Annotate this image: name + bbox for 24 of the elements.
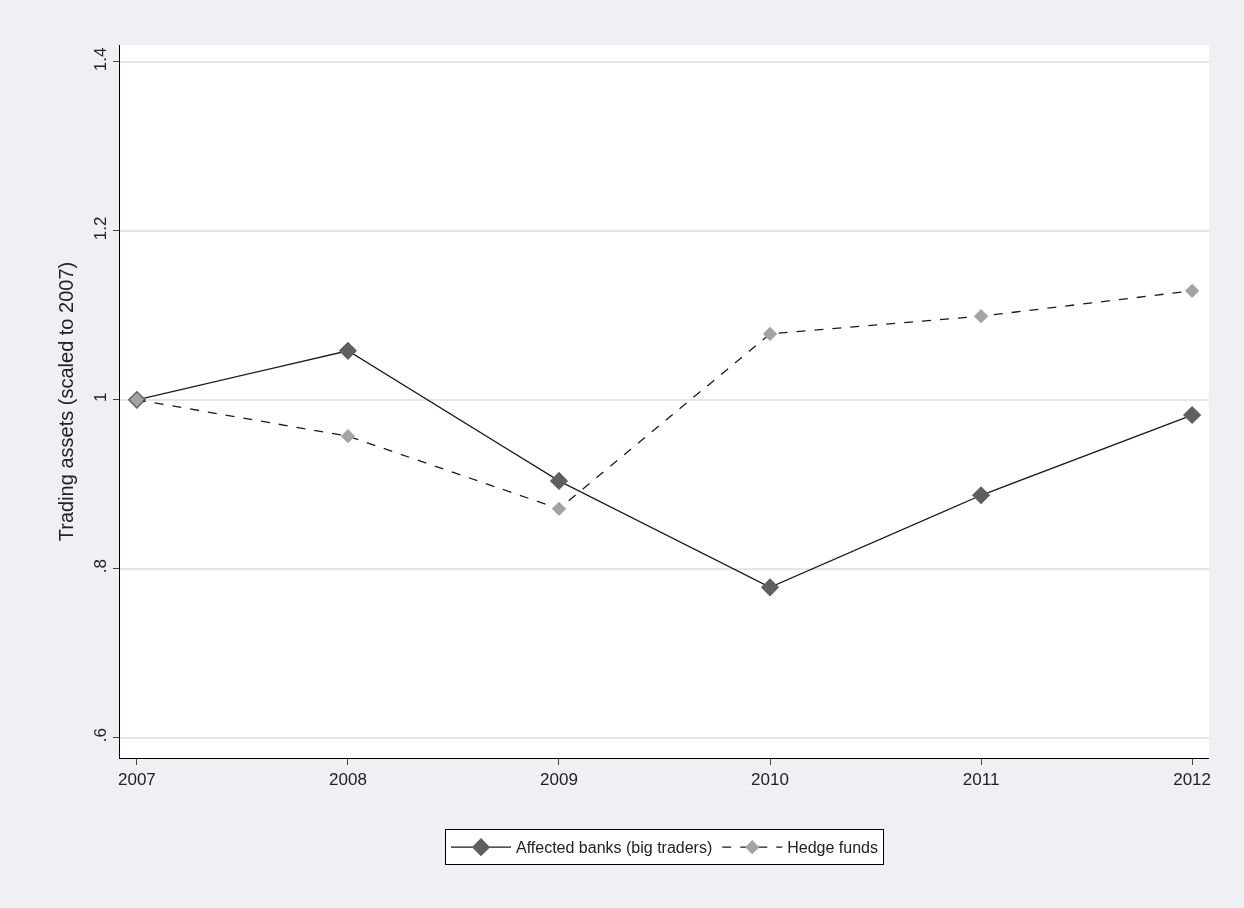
legend-label: Hedge funds: [787, 839, 878, 857]
x-tick-label: 2009: [540, 770, 578, 790]
y-tick-label: .6: [91, 728, 111, 743]
x-tick-label: 2011: [962, 770, 1000, 790]
y-tick-label: 1.4: [91, 47, 111, 72]
y-tick-label: .8: [91, 559, 111, 574]
y-tick-label: 1: [91, 392, 111, 402]
legend-label: Affected banks (big traders): [516, 839, 713, 857]
point: [760, 578, 780, 597]
point: [1183, 405, 1202, 425]
y-axis-title: Trading assets (scaled to 2007): [54, 261, 77, 542]
point: [549, 471, 569, 491]
y-tick-label: 1.2: [91, 216, 111, 241]
x-tick-label: 2010: [751, 770, 789, 790]
x-tick-label: 2007: [117, 770, 156, 790]
x-tick-label: 2008: [329, 770, 367, 790]
point: [973, 309, 989, 324]
point: [762, 326, 778, 342]
point: [340, 428, 356, 444]
point: [971, 486, 991, 505]
point: [551, 501, 567, 516]
point: [1184, 283, 1200, 298]
x-tick-label: 2012: [1173, 770, 1212, 790]
point: [338, 341, 358, 360]
